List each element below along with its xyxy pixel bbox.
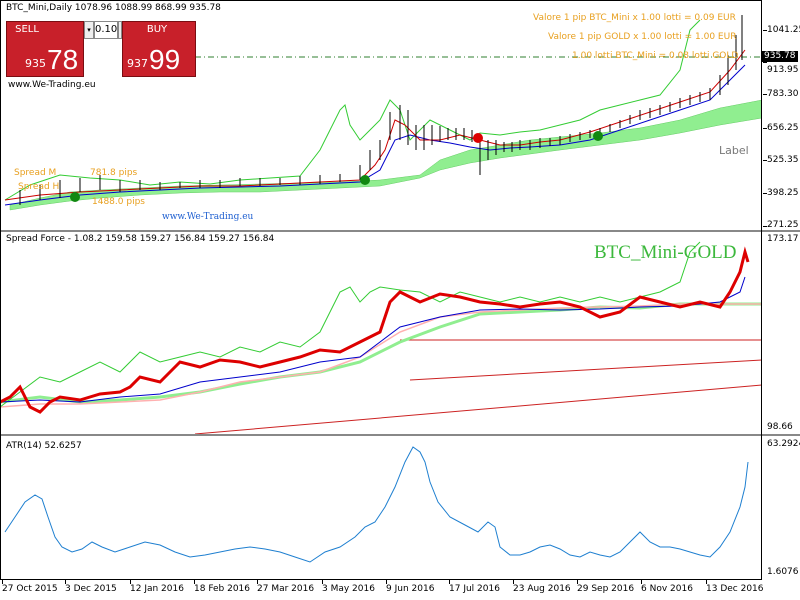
spread-pink-line — [0, 303, 762, 408]
sell-button[interactable]: SELL 935 78 — [6, 21, 84, 77]
signal-buy-dot — [593, 131, 603, 141]
scale-label: 1.6076 — [767, 567, 799, 577]
info-line-2: Valore 1 pip GOLD x 1.00 lotti = 1.00 EU… — [548, 32, 737, 42]
price-chart-canvas — [4, 15, 762, 211]
spread-green-line — [0, 241, 701, 408]
buy-price-prefix: 937 — [127, 57, 148, 70]
sell-price-big: 78 — [47, 44, 79, 75]
ohlc-bars — [19, 15, 743, 205]
signal-buy-dot — [360, 175, 370, 185]
buy-price-big: 99 — [149, 44, 181, 75]
chart-title: BTC_Mini,Daily 1078.96 1088.99 868.99 93… — [6, 3, 221, 13]
date-label: 27 Oct 2015 — [2, 584, 58, 594]
current-price-tag: 935.78 — [762, 51, 798, 62]
spread-blue-line — [0, 276, 746, 403]
date-label: 3 Dec 2015 — [65, 584, 117, 594]
chart-label[interactable]: Label — [719, 144, 749, 157]
date-label: 18 Feb 2016 — [194, 584, 251, 594]
main-price-scale: 1041.25 913.95 783.30 656.25 525.35 398.… — [763, 0, 800, 230]
spread-cloud-line — [0, 302, 762, 404]
sell-label: SELL — [15, 24, 39, 35]
watermark-bottom: www.We-Trading.eu — [162, 212, 254, 222]
ichimoku-cloud — [9, 99, 762, 211]
date-label: 27 Mar 2016 — [257, 584, 315, 594]
sell-price-prefix: 935 — [25, 57, 46, 70]
date-label: 3 May 2016 — [322, 584, 375, 594]
spread-h-label: Spread H — [18, 182, 60, 192]
lot-increase-button[interactable] — [118, 21, 122, 39]
date-label: 9 Jun 2016 — [386, 584, 435, 594]
main-chart-pane[interactable]: BTC_Mini,Daily 1078.96 1088.99 868.99 93… — [0, 0, 762, 230]
spread-red-line — [0, 246, 750, 414]
info-line-1: Valore 1 pip BTC_Mini x 1.00 lotti = 0.0… — [533, 13, 736, 23]
atr-line — [4, 446, 749, 563]
scale-label: 656.25 — [767, 123, 799, 133]
scale-label: 173.17 — [767, 234, 799, 244]
scale-label: 1041.25 — [767, 25, 800, 35]
scale-label: 783.30 — [767, 89, 799, 99]
date-label: 13 Dec 2016 — [706, 584, 764, 594]
scale-label: 913.95 — [767, 65, 799, 75]
signal-sell-dot — [473, 133, 483, 143]
signal-buy-dot — [70, 192, 80, 202]
date-axis: 27 Oct 2015 3 Dec 2015 12 Jan 2016 18 Fe… — [0, 580, 800, 600]
watermark-top: www.We-Trading.eu — [8, 80, 96, 90]
lot-decrease-button[interactable]: ▾ — [84, 21, 94, 39]
spread-h-pips: 1488.0 pips — [92, 197, 145, 207]
date-label: 23 Aug 2016 — [513, 584, 571, 594]
spread-force-title: Spread Force - 1.08.2 159.58 159.27 156.… — [6, 234, 275, 244]
spread-m-pips: 781.8 pips — [90, 168, 138, 178]
lot-size-input[interactable]: 0.10 — [94, 21, 118, 39]
scale-label: 398.25 — [767, 188, 799, 198]
scale-label: 98.66 — [767, 422, 793, 432]
info-line-3: 1.00 lotti BTC_Mini = 0.08 lotti GOLD — [572, 51, 739, 61]
spread-force-pane[interactable]: Spread Force - 1.08.2 159.58 159.27 156.… — [0, 232, 762, 434]
scale-label: 271.25 — [767, 220, 799, 230]
spread-overlay-text: BTC_Mini-GOLD — [594, 242, 737, 263]
atr-canvas — [4, 446, 749, 563]
spread-force-scale: 173.17 98.66 — [763, 232, 800, 434]
spread-m-label: Spread M — [14, 168, 57, 178]
date-label: 12 Jan 2016 — [130, 584, 184, 594]
scale-label: 525.35 — [767, 155, 799, 165]
date-label: 29 Sep 2016 — [577, 584, 635, 594]
one-click-trading-panel: SELL 935 78 ▾ 0.10 BUY 937 99 — [6, 21, 196, 77]
atr-scale: 63.2924 1.6076 — [763, 437, 800, 580]
atr-pane[interactable]: ATR(14) 52.6257 — [0, 437, 762, 580]
spread-force-canvas — [0, 241, 762, 434]
date-label: 6 Nov 2016 — [641, 584, 693, 594]
date-label: 17 Jul 2016 — [449, 584, 500, 594]
buy-button[interactable]: BUY 937 99 — [122, 21, 196, 77]
buy-label: BUY — [146, 24, 168, 35]
scale-label: 63.2924 — [767, 439, 800, 449]
atr-title: ATR(14) 52.6257 — [6, 441, 82, 451]
